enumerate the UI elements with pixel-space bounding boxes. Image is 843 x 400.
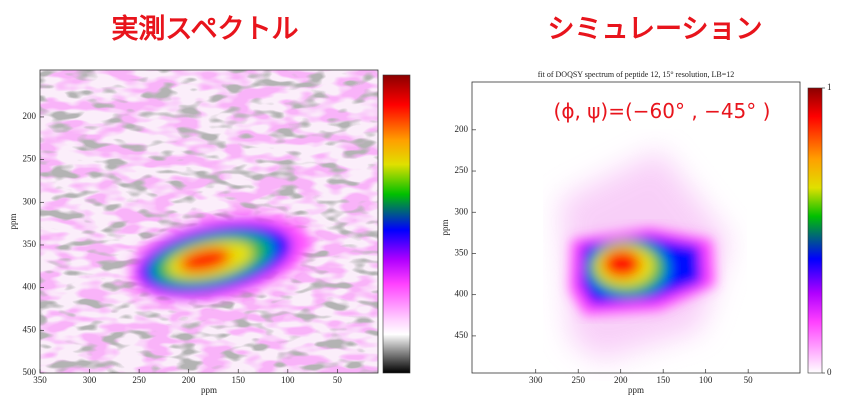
colorbar-tick-label: 1	[827, 82, 832, 92]
x-tick-label: 250	[132, 375, 146, 385]
y-tick-label: 500	[23, 367, 37, 377]
y-tick-label: 350	[455, 248, 469, 258]
y-tick-label: 450	[455, 330, 469, 340]
x-tick-label: 200	[182, 375, 196, 385]
x-tick-label: 100	[281, 375, 295, 385]
heatmap-left	[40, 70, 410, 373]
heatmap-right	[472, 82, 822, 373]
panel-title: 実測スペクトル	[111, 13, 298, 45]
x-tick-label: 150	[231, 375, 245, 385]
y-tick-label: 350	[23, 239, 37, 249]
page: 実測スペクトル シミュレーション fit of DOQSY spectrum o…	[0, 0, 843, 400]
x-tick-label: 150	[656, 375, 670, 385]
y-tick-label: 300	[23, 196, 37, 206]
y-tick-label: 250	[23, 154, 37, 164]
y-tick-label: 200	[23, 111, 37, 121]
annotation: (ϕ, ψ)=(−60° , −45° )	[554, 99, 771, 123]
x-tick-label: 100	[699, 375, 713, 385]
y-axis-label: ppm	[8, 213, 18, 229]
figure: 実測スペクトル シミュレーション fit of DOQSY spectrum o…	[0, 0, 843, 400]
y-tick-label: 250	[455, 165, 469, 175]
y-tick-label: 200	[455, 124, 469, 134]
x-tick-label: 50	[333, 375, 343, 385]
x-tick-label: 300	[83, 375, 97, 385]
x-tick-label: 200	[614, 375, 628, 385]
y-tick-label: 400	[23, 282, 37, 292]
x-tick-label: 300	[529, 375, 543, 385]
y-tick-label: 300	[455, 206, 469, 216]
x-tick-label: 50	[744, 375, 754, 385]
y-tick-label: 400	[455, 289, 469, 299]
plot-subtitle: fit of DOQSY spectrum of peptide 12, 15°…	[538, 70, 735, 79]
y-tick-label: 450	[23, 324, 37, 334]
colorbar-tick-label: 0	[827, 367, 832, 377]
panel-title: シミュレーション	[548, 14, 763, 45]
y-axis-label: ppm	[440, 219, 450, 235]
x-axis-label: ppm	[628, 385, 644, 395]
x-tick-label: 250	[571, 375, 585, 385]
x-axis-label: ppm	[201, 385, 217, 395]
